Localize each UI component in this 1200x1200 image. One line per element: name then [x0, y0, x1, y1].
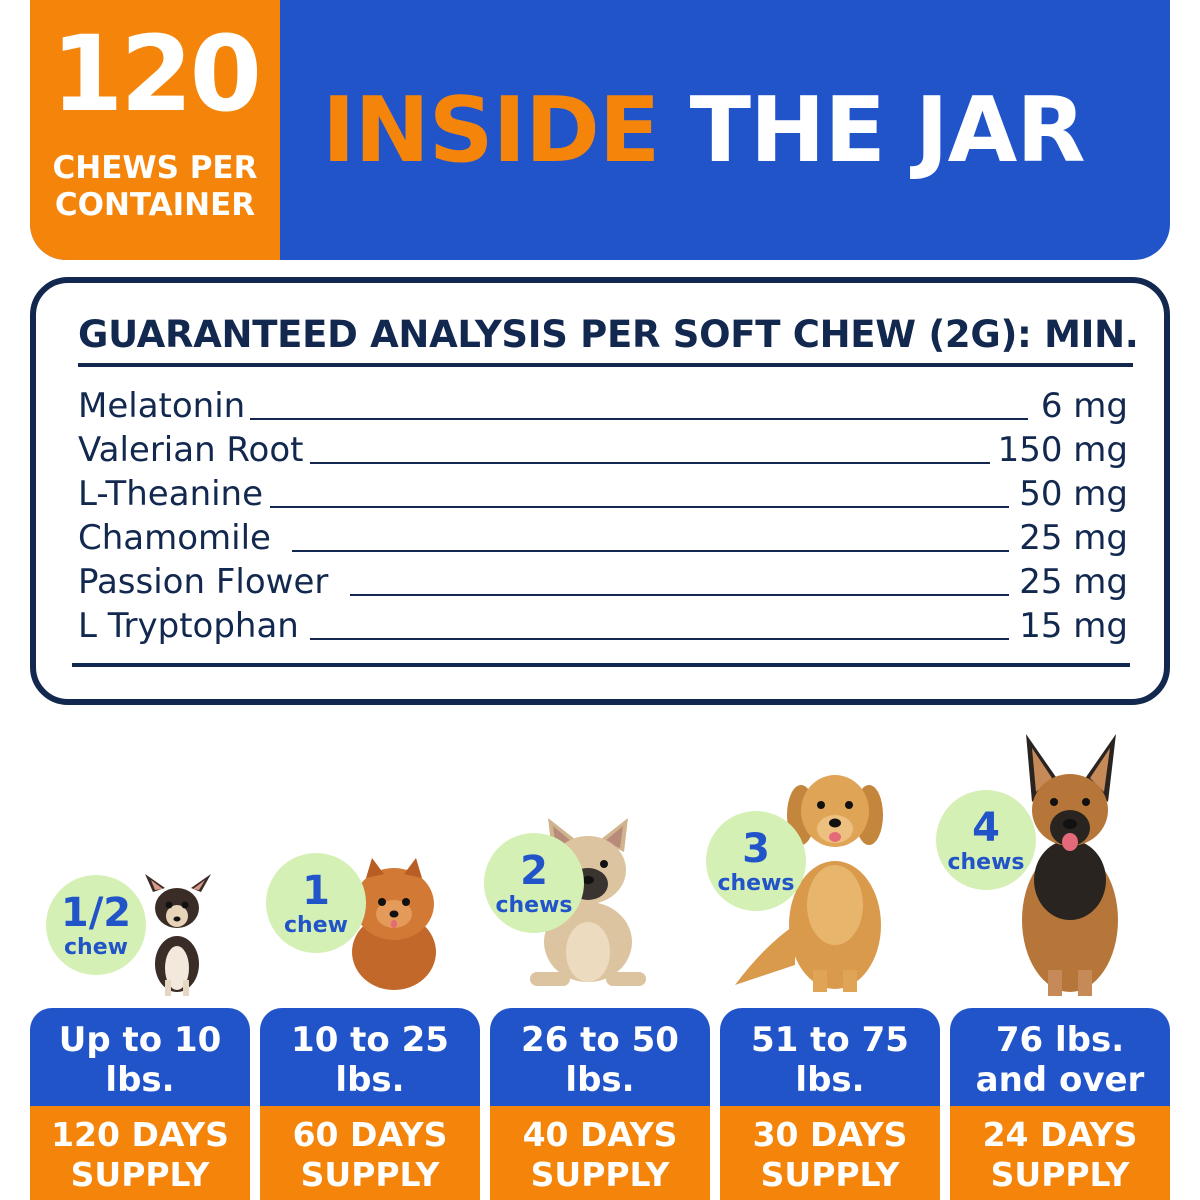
- nutrient-row-valerian-root: Valerian Root 150 mg: [78, 430, 1128, 470]
- nutrient-amount: 25 mg: [1019, 518, 1128, 558]
- nutrient-name: Chamomile: [78, 518, 271, 558]
- weight-range-line2: lbs.: [795, 1060, 865, 1100]
- weight-range-line1: 26 to 50: [521, 1020, 679, 1060]
- dose-unit: chew: [284, 913, 348, 938]
- supply-line2: SUPPLY: [530, 1155, 670, 1194]
- leader-line: [270, 506, 1009, 508]
- supply-line2: SUPPLY: [300, 1155, 440, 1194]
- weight-range-line2: and over: [975, 1060, 1145, 1100]
- chihuahua-icon: [145, 874, 211, 996]
- weight-card-1: Up to 10 lbs. 120 DAYS SUPPLY: [30, 1008, 250, 1200]
- weight-range: 26 to 50 lbs.: [490, 1008, 710, 1106]
- french-bulldog-icon: [530, 818, 646, 986]
- weight-range-line2: lbs.: [105, 1060, 175, 1100]
- nutrient-amount: 150 mg: [997, 430, 1128, 470]
- weight-card-4: 51 to 75 lbs. 30 DAYS SUPPLY: [720, 1008, 940, 1200]
- dose-badge-5: 4 chews: [936, 790, 1036, 890]
- dose-unit: chews: [947, 850, 1025, 875]
- supply-line2: SUPPLY: [70, 1155, 210, 1194]
- nutrient-amount: 6 mg: [1040, 386, 1128, 426]
- weight-range: Up to 10 lbs.: [30, 1008, 250, 1106]
- dose-amount: 2: [520, 848, 548, 894]
- weight-range: 51 to 75 lbs.: [720, 1008, 940, 1106]
- dose-unit: chews: [495, 893, 573, 918]
- nutrient-name: L-Theanine: [78, 474, 264, 514]
- page-title: INSIDE THE JAR: [322, 86, 1086, 176]
- dose-badge-3: 2 chews: [484, 833, 584, 933]
- nutrient-row-passion-flower: Passion Flower 25 mg: [78, 562, 1128, 602]
- weight-range: 10 to 25 lbs.: [260, 1008, 480, 1106]
- supply-line2: SUPPLY: [990, 1155, 1130, 1194]
- title-accent: INSIDE: [322, 78, 660, 183]
- dose-badge-2: 1 chew: [266, 853, 366, 953]
- leader-line: [310, 462, 990, 464]
- guaranteed-analysis-panel: GUARANTEED ANALYSIS PER SOFT CHEW (2G): …: [30, 277, 1170, 705]
- weight-card-2: 10 to 25 lbs. 60 DAYS SUPPLY: [260, 1008, 480, 1200]
- chew-count-caption-line2: CONTAINER: [54, 187, 256, 223]
- dose-badge-4: 3 chews: [706, 811, 806, 911]
- pomeranian-icon: [352, 858, 436, 990]
- supply-line1: 120 DAYS: [51, 1115, 229, 1154]
- heading-divider: [78, 363, 1133, 367]
- chew-count-caption-line1: CHEWS PER: [52, 150, 258, 186]
- weight-range: 76 lbs. and over: [950, 1008, 1170, 1106]
- analysis-heading: GUARANTEED ANALYSIS PER SOFT CHEW (2G): …: [78, 313, 1139, 356]
- weight-range-line1: Up to 10: [58, 1020, 222, 1060]
- leader-line: [350, 594, 1009, 596]
- nutrient-name: Passion Flower: [78, 562, 329, 602]
- nutrient-row-melatonin: Melatonin 6 mg: [78, 386, 1128, 426]
- dose-amount: 3: [742, 826, 770, 872]
- chew-count-badge: 120 CHEWS PER CONTAINER: [30, 0, 280, 260]
- nutrient-amount: 15 mg: [1019, 606, 1128, 646]
- dose-amount: 4: [972, 805, 1000, 851]
- leader-line: [310, 638, 1009, 640]
- nutrient-row-l-tryptophan: L Tryptophan 15 mg: [78, 606, 1128, 646]
- supply-line1: 24 DAYS: [982, 1115, 1138, 1154]
- weight-range-line1: 10 to 25: [291, 1020, 449, 1060]
- dose-amount: 1/2: [60, 890, 132, 936]
- nutrient-row-chamomile: Chamomile 25 mg: [78, 518, 1128, 558]
- german-shepherd-icon: [1022, 734, 1118, 996]
- weight-card-3: 26 to 50 lbs. 40 DAYS SUPPLY: [490, 1008, 710, 1200]
- weight-range-line1: 76 lbs.: [995, 1020, 1125, 1060]
- nutrient-amount: 50 mg: [1019, 474, 1128, 514]
- nutrient-name: L Tryptophan: [78, 606, 299, 646]
- weight-range-line1: 51 to 75: [751, 1020, 909, 1060]
- supply-line1: 40 DAYS: [522, 1115, 678, 1154]
- supply-duration: 30 DAYS SUPPLY: [720, 1106, 940, 1200]
- leader-line: [292, 550, 1009, 552]
- supply-duration: 60 DAYS SUPPLY: [260, 1106, 480, 1200]
- supply-line2: SUPPLY: [760, 1155, 900, 1194]
- weight-range-line2: lbs.: [335, 1060, 405, 1100]
- supply-duration: 40 DAYS SUPPLY: [490, 1106, 710, 1200]
- dose-badge-1: 1/2 chew: [46, 875, 146, 975]
- supply-line1: 60 DAYS: [292, 1115, 448, 1154]
- golden-retriever-icon: [735, 775, 883, 992]
- dose-unit: chews: [717, 871, 795, 896]
- bottom-divider: [72, 663, 1130, 667]
- title-rest: THE JAR: [689, 78, 1086, 183]
- nutrient-row-l-theanine: L-Theanine 50 mg: [78, 474, 1128, 514]
- weight-range-line2: lbs.: [565, 1060, 635, 1100]
- nutrient-amount: 25 mg: [1019, 562, 1128, 602]
- chew-count: 120: [50, 13, 262, 135]
- weight-card-5: 76 lbs. and over 24 DAYS SUPPLY: [950, 1008, 1170, 1200]
- dose-amount: 1: [302, 868, 330, 914]
- chew-count-caption: CHEWS PER CONTAINER: [30, 150, 280, 224]
- supply-duration: 120 DAYS SUPPLY: [30, 1106, 250, 1200]
- leader-line: [250, 418, 1028, 420]
- supply-duration: 24 DAYS SUPPLY: [950, 1106, 1170, 1200]
- nutrient-name: Melatonin: [78, 386, 246, 426]
- dose-unit: chew: [64, 935, 128, 960]
- supply-line1: 30 DAYS: [752, 1115, 908, 1154]
- nutrient-name: Valerian Root: [78, 430, 304, 470]
